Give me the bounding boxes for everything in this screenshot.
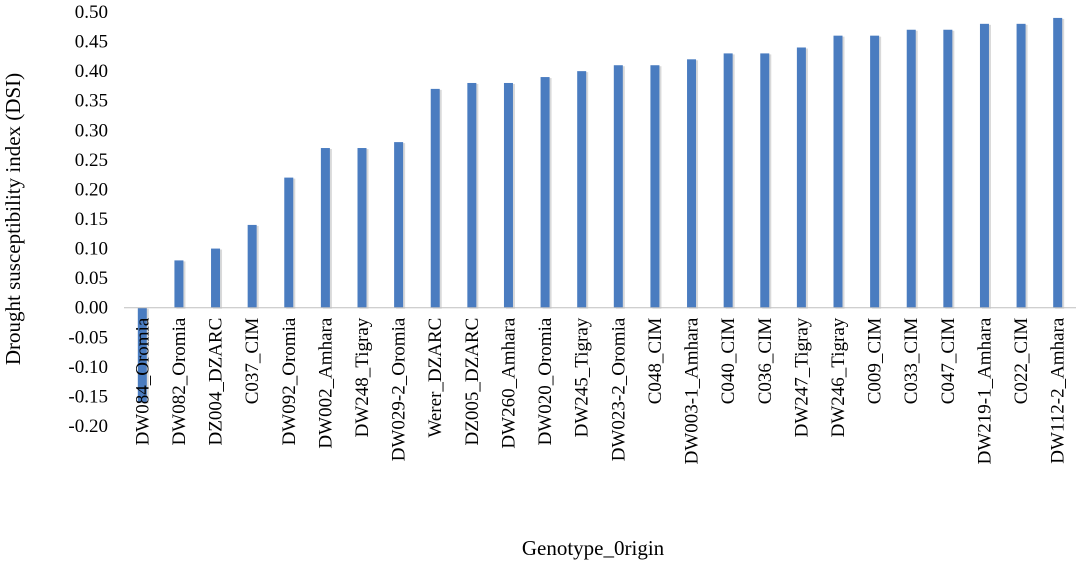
bar [540, 77, 550, 308]
x-category-label: C037_CIM [242, 318, 263, 405]
x-category-label: DW003-1_Amhara [682, 317, 703, 464]
bar [394, 142, 404, 308]
x-category-label: C009_CIM [865, 318, 886, 405]
y-tick-label: -0.20 [68, 416, 108, 437]
y-tick-label: -0.15 [68, 386, 108, 407]
bar [467, 82, 477, 308]
bar [430, 88, 440, 308]
x-category-label: DW002_Amhara [315, 317, 336, 448]
x-category-label: C047_CIM [938, 318, 959, 405]
bar [943, 29, 953, 308]
x-category-label: C036_CIM [755, 318, 776, 405]
bar [320, 148, 330, 308]
x-category-label: DW219-1_Amhara [974, 317, 995, 464]
x-category-label: DW020_Oromia [535, 317, 556, 445]
bar [247, 224, 257, 308]
bar [613, 65, 623, 308]
x-category-label: DW092_Oromia [279, 317, 300, 445]
bar [174, 260, 184, 308]
bar [796, 47, 806, 308]
y-tick-label: -0.10 [68, 357, 108, 378]
x-category-label: DW112-2_Amhara [1048, 317, 1069, 464]
x-category-label: DW260_Amhara [498, 317, 519, 448]
x-category-label: DW248_Tigray [352, 317, 373, 437]
x-category-label: C033_CIM [901, 318, 922, 405]
y-tick-label: 0.15 [75, 209, 108, 230]
x-category-label: C040_CIM [718, 318, 739, 405]
y-tick-label: 0.05 [75, 268, 108, 289]
y-tick-label: 0.40 [75, 61, 108, 82]
bar-series [137, 17, 1065, 404]
x-category-label: DW246_Tigray [828, 317, 849, 437]
y-tick-label: 0.20 [75, 179, 108, 200]
x-category-label: C022_CIM [1011, 318, 1032, 405]
x-category-label: DW029-2_Oromia [389, 317, 410, 461]
bar [833, 35, 843, 308]
bar [211, 248, 221, 308]
x-category-label: Werer_DZARC [425, 318, 446, 438]
y-tick-label: 0.35 [75, 91, 108, 112]
bar [870, 35, 880, 308]
x-category-label: DZ004_DZARC [206, 318, 227, 446]
x-category-label: DW023-2_Oromia [608, 317, 629, 461]
x-category-label: DW084_Oromia [132, 317, 153, 445]
bar [577, 71, 587, 308]
y-tick-label: 0.25 [75, 150, 108, 171]
y-tick-label: -0.05 [68, 327, 108, 348]
bar [723, 53, 733, 308]
y-tick-label: 0.45 [75, 32, 108, 53]
bar [979, 23, 989, 308]
bar [650, 65, 660, 308]
bar [906, 29, 916, 308]
x-category-label: DW245_Tigray [572, 317, 593, 437]
y-tick-label: 0.10 [75, 239, 108, 260]
x-category-label: C048_CIM [645, 318, 666, 405]
x-category-label: DZ005_DZARC [462, 318, 483, 446]
bar [284, 177, 294, 308]
y-axis-title: Drought susceptibility index (DSI) [1, 73, 25, 365]
y-tick-label: 0.00 [75, 298, 108, 319]
bar [760, 53, 770, 308]
bar [357, 148, 367, 308]
bar [1053, 17, 1063, 308]
bar [1016, 23, 1026, 308]
bar [687, 59, 697, 308]
bar [137, 307, 147, 403]
y-axis-tick-labels: -0.20 -0.15 -0.10 -0.05 0.00 0.05 0.10 0.15 0.20… [68, 2, 108, 437]
y-tick-label: 0.30 [75, 120, 108, 141]
bar [503, 82, 513, 308]
x-axis-category-labels: DW084_Oromia DW082_Oromia DZ004_DZARC C037_… [132, 317, 1068, 464]
x-category-label: DW247_Tigray [791, 317, 812, 437]
x-category-label: DW082_Oromia [169, 317, 190, 445]
x-axis-title: Genotype_0rigin [522, 536, 665, 560]
y-tick-label: 0.50 [75, 2, 108, 23]
